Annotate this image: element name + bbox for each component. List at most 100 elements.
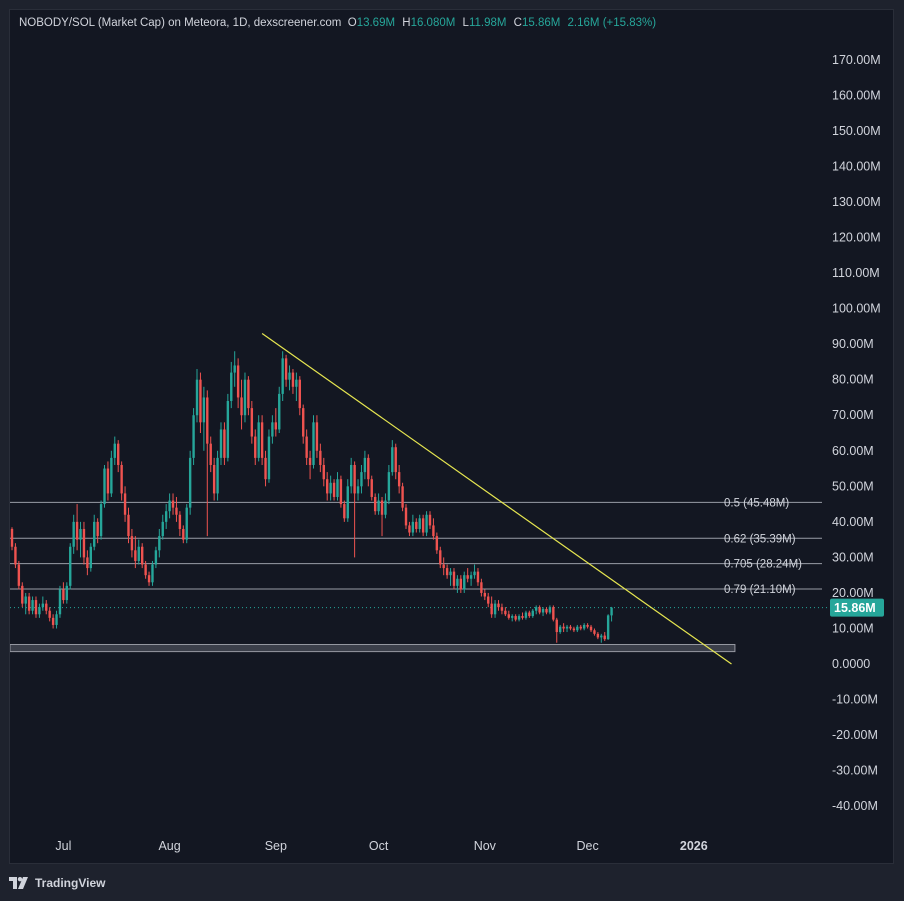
candle[interactable] <box>572 626 576 633</box>
candle[interactable] <box>281 351 284 402</box>
candle[interactable] <box>332 479 336 501</box>
candle[interactable] <box>51 614 55 629</box>
candle[interactable] <box>178 511 182 537</box>
candle[interactable] <box>593 628 596 636</box>
candle[interactable] <box>387 464 391 505</box>
candle[interactable] <box>603 632 606 641</box>
candle[interactable] <box>247 376 250 416</box>
candle[interactable] <box>428 511 432 529</box>
candle[interactable] <box>562 623 565 633</box>
candle[interactable] <box>435 532 439 554</box>
candle[interactable] <box>476 568 480 586</box>
candle[interactable] <box>233 351 236 387</box>
candle[interactable] <box>14 543 17 569</box>
candle[interactable] <box>79 521 82 558</box>
candle[interactable] <box>120 461 123 501</box>
candle[interactable] <box>271 415 274 444</box>
candle[interactable] <box>404 504 408 529</box>
candle[interactable] <box>579 624 582 631</box>
candle[interactable] <box>134 536 137 569</box>
candle[interactable] <box>93 514 96 551</box>
chart-canvas[interactable]: 0.5 (45.48M) 0.62 (35.39M) 0.705 (28.24M) 0… <box>10 10 893 863</box>
candle[interactable] <box>82 521 86 565</box>
candle[interactable] <box>216 450 219 501</box>
candle[interactable] <box>415 518 418 533</box>
candle[interactable] <box>175 496 178 522</box>
candle[interactable] <box>442 557 445 576</box>
tradingview-logo[interactable]: TradingView <box>9 876 105 890</box>
candle[interactable] <box>373 493 377 515</box>
candle[interactable] <box>130 528 134 558</box>
candle[interactable] <box>459 575 463 593</box>
candle[interactable] <box>336 472 339 501</box>
candle[interactable] <box>401 482 404 512</box>
candle[interactable] <box>511 614 514 622</box>
candle[interactable] <box>168 493 171 519</box>
candle[interactable] <box>356 479 360 501</box>
candle[interactable] <box>449 568 452 586</box>
candle[interactable] <box>254 429 257 465</box>
candle[interactable] <box>106 461 110 501</box>
candle[interactable] <box>500 603 504 615</box>
candle[interactable] <box>582 623 586 631</box>
candle[interactable] <box>319 443 322 473</box>
candle[interactable] <box>421 514 425 537</box>
candle[interactable] <box>223 422 226 465</box>
candle[interactable] <box>250 401 254 444</box>
candle[interactable] <box>487 592 490 608</box>
candle[interactable] <box>339 475 343 508</box>
candle[interactable] <box>504 607 507 617</box>
candle[interactable] <box>110 450 113 497</box>
candle[interactable] <box>363 450 367 480</box>
candle[interactable] <box>490 596 493 618</box>
candle[interactable] <box>278 386 281 433</box>
candle[interactable] <box>10 527 14 551</box>
candle[interactable] <box>535 605 538 615</box>
candle[interactable] <box>75 504 79 551</box>
candle[interactable] <box>384 493 387 519</box>
candle[interactable] <box>432 518 435 540</box>
candle[interactable] <box>86 550 89 576</box>
candle[interactable] <box>206 390 209 537</box>
candle[interactable] <box>41 596 45 611</box>
candle[interactable] <box>576 624 579 633</box>
candle[interactable] <box>69 543 72 590</box>
candle[interactable] <box>127 507 130 544</box>
candle[interactable] <box>326 472 329 501</box>
candle[interactable] <box>589 624 593 633</box>
candle[interactable] <box>96 518 99 544</box>
candle[interactable] <box>202 386 206 451</box>
candle[interactable] <box>302 404 305 444</box>
candle[interactable] <box>185 504 188 544</box>
candle[interactable] <box>48 607 51 622</box>
candle[interactable] <box>21 582 24 608</box>
candle[interactable] <box>425 511 428 537</box>
candle[interactable] <box>528 610 531 618</box>
candle[interactable] <box>521 612 524 620</box>
candle[interactable] <box>606 614 610 640</box>
candle[interactable] <box>264 450 267 487</box>
candle[interactable] <box>473 564 476 579</box>
candle[interactable] <box>312 415 315 469</box>
candle[interactable] <box>140 543 144 569</box>
candle[interactable] <box>144 560 147 579</box>
candle[interactable] <box>596 632 600 640</box>
candle[interactable] <box>55 610 58 629</box>
candle[interactable] <box>329 475 332 501</box>
candle[interactable] <box>99 500 103 540</box>
candle[interactable] <box>199 372 202 433</box>
candle[interactable] <box>552 605 555 622</box>
candle[interactable] <box>236 358 240 409</box>
candle[interactable] <box>408 521 411 537</box>
candle[interactable] <box>305 429 308 465</box>
candle[interactable] <box>219 422 223 465</box>
candle[interactable] <box>469 571 473 586</box>
candle[interactable] <box>274 408 278 437</box>
candle[interactable] <box>27 592 31 615</box>
candle[interactable] <box>411 514 415 537</box>
candle[interactable] <box>298 376 301 416</box>
candle[interactable] <box>137 539 140 565</box>
candle[interactable] <box>117 440 120 473</box>
candle[interactable] <box>346 479 349 522</box>
candle[interactable] <box>517 614 521 622</box>
